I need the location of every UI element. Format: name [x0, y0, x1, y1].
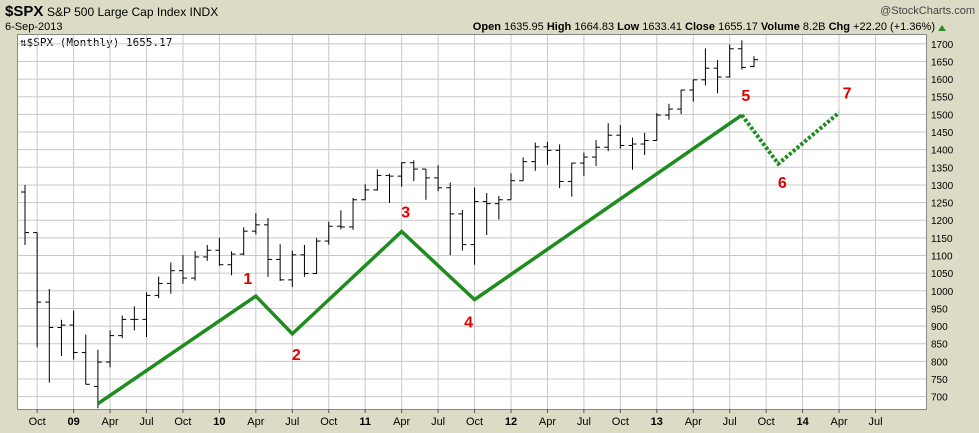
quote-date: 6-Sep-2013: [5, 21, 63, 33]
x-tick-label: Oct: [758, 416, 775, 428]
y-tick-label: 850: [931, 340, 948, 351]
wave-label: 1: [243, 271, 252, 288]
y-tick-label: 1700: [931, 40, 954, 51]
y-tick-label: 1350: [931, 163, 954, 174]
y-tick-label: 1200: [931, 216, 954, 227]
chart-legend: ⇅$SPX (Monthly) 1655.17: [20, 36, 172, 49]
y-tick-label: 1550: [931, 93, 954, 104]
open-label: Open: [472, 21, 501, 33]
quote-line: Open 1635.95 High 1664.83 Low 1633.41 Cl…: [473, 21, 935, 33]
wave-projection-line: [740, 111, 841, 167]
y-tick-label: 1450: [931, 128, 954, 139]
y-tick-label: 1150: [931, 234, 953, 245]
x-tick-label: 10: [213, 416, 225, 428]
x-tick-label: Oct: [612, 416, 629, 428]
wave-label: 6: [778, 175, 787, 192]
low-value: 1633.41: [642, 21, 682, 33]
x-tick-label: Oct: [320, 416, 337, 428]
chg-value: +22.20 (+1.36%): [853, 21, 935, 33]
x-tick-label: Jul: [285, 416, 299, 428]
x-tick-label: Apr: [101, 416, 118, 428]
y-tick-label: 1050: [931, 269, 954, 280]
low-label: Low: [617, 21, 640, 33]
close-value: 1655.17: [718, 21, 758, 33]
x-tick-label: Oct: [466, 416, 483, 428]
volume-value: 8.2B: [802, 21, 826, 33]
x-tick-label: Jul: [431, 416, 445, 428]
wave-path-line: [96, 113, 743, 406]
x-tick-label: 14: [796, 416, 809, 428]
wave-label: 4: [464, 315, 473, 332]
up-arrow-icon: [938, 25, 946, 31]
x-tick-label: Jul: [868, 416, 882, 428]
high-label: High: [546, 21, 572, 33]
y-tick-label: 1100: [931, 252, 953, 263]
close-label: Close: [685, 21, 716, 33]
x-tick-label: Apr: [539, 416, 556, 428]
x-tick-label: Apr: [247, 416, 264, 428]
y-tick-label: 1500: [931, 110, 954, 121]
x-tick-label: 12: [505, 416, 517, 428]
x-tick-label: Jul: [577, 416, 591, 428]
y-tick-label: 1250: [931, 199, 954, 210]
symbol-name: S&P 500 Large Cap Index INDX: [47, 5, 219, 19]
chg-label: Chg: [828, 21, 850, 33]
wave-label: 5: [741, 88, 750, 105]
y-tick-label: 800: [931, 357, 948, 368]
x-tick-label: Oct: [29, 416, 46, 428]
x-tick-label: Jul: [723, 416, 737, 428]
y-tick-label: 1400: [931, 146, 954, 157]
x-tick-label: 11: [359, 416, 371, 428]
symbol-label: $SPX: [5, 3, 44, 20]
high-value: 1664.83: [574, 21, 615, 33]
legend-text: $SPX (Monthly) 1655.17: [26, 36, 173, 49]
x-tick-label: 13: [651, 416, 663, 428]
x-tick-label: Jul: [139, 416, 153, 428]
x-tick-label: Oct: [174, 416, 191, 428]
x-tick-label: Apr: [393, 416, 410, 428]
y-tick-label: 750: [931, 375, 948, 386]
y-tick-label: 700: [931, 393, 948, 404]
y-tick-label: 1600: [931, 75, 954, 86]
y-tick-label: 1000: [931, 287, 954, 298]
y-tick-label: 900: [931, 322, 948, 333]
legend-icon: ⇅: [20, 36, 27, 49]
credit-label: @StockCharts.com: [880, 5, 975, 17]
wave-label: 2: [292, 347, 301, 364]
x-tick-label: Apr: [830, 416, 847, 428]
x-tick-label: Apr: [685, 416, 702, 428]
y-tick-label: 1300: [931, 181, 954, 192]
volume-label: Volume: [760, 21, 800, 33]
y-tick-label: 950: [931, 304, 948, 315]
wave-label: 7: [843, 86, 852, 103]
wave-label: 3: [401, 205, 410, 222]
x-tick-label: 09: [67, 416, 79, 428]
y-tick-label: 1650: [931, 57, 954, 68]
open-value: 1635.95: [503, 21, 544, 33]
